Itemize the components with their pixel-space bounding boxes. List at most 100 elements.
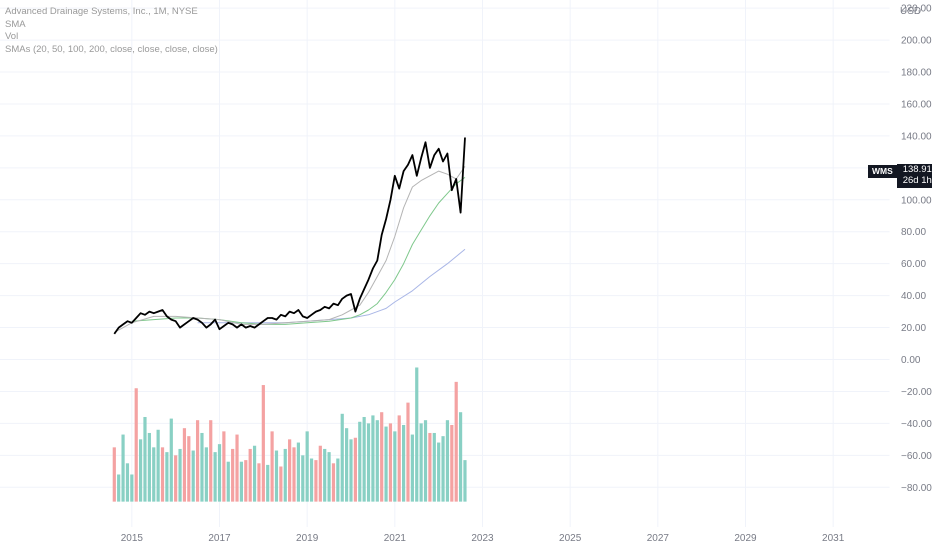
- price-tag-symbol: WMS: [868, 165, 897, 178]
- volume-bar: [187, 436, 191, 502]
- volume-bar: [217, 444, 222, 502]
- y-tick-label: −40.00: [901, 419, 932, 430]
- volume-bar: [239, 461, 244, 502]
- volume-bar: [152, 447, 156, 502]
- indicator-smas-label[interactable]: SMAs (20, 50, 100, 200, close, close, cl…: [5, 43, 218, 55]
- volume-bar: [432, 432, 436, 502]
- volume-bar: [423, 420, 428, 502]
- volume-bar: [222, 431, 226, 502]
- y-tick-label: 180.00: [901, 68, 932, 79]
- x-tick-label: 2029: [734, 533, 757, 544]
- volume-bar: [231, 448, 235, 502]
- volume-bar: [301, 455, 305, 502]
- x-tick-label: 2031: [822, 533, 845, 544]
- price-tag-value: 138.91: [902, 164, 932, 175]
- volume-bar: [235, 434, 239, 502]
- volume-bar: [252, 445, 257, 502]
- y-tick-label: 0.00: [901, 355, 921, 366]
- volume-bar: [463, 460, 467, 502]
- volume-bar: [327, 452, 331, 502]
- volume-bar: [393, 431, 397, 502]
- volume-bar: [353, 437, 357, 502]
- volume-bar: [117, 474, 121, 502]
- volume-bar: [419, 423, 423, 502]
- symbol-title[interactable]: Advanced Drainage Systems, Inc., 1M, NYS…: [5, 6, 198, 17]
- price-tag-value-box: 138.91 26d 1h: [896, 164, 932, 188]
- time-axis[interactable]: 2015 2017 2019 2021 2023 2025 2027 2029 2031: [121, 533, 845, 544]
- volume-bar: [178, 448, 182, 502]
- volume-bar: [165, 452, 169, 502]
- volume-bar: [366, 423, 371, 502]
- volume-bar: [204, 447, 208, 502]
- indicator-sma-label[interactable]: SMA: [5, 18, 26, 30]
- volume-bar: [112, 447, 116, 502]
- volume-bar: [270, 431, 274, 502]
- indicator-vol-label[interactable]: Vol: [5, 31, 19, 42]
- volume-bar: [437, 442, 441, 502]
- volume-bar: [226, 461, 230, 502]
- volume-bar: [182, 428, 187, 502]
- volume-bar: [402, 424, 406, 502]
- volume-bar: [454, 381, 458, 502]
- price-axis[interactable]: 220.00200.00180.00160.00140.00120.00100.…: [901, 4, 932, 494]
- volume-bar: [213, 452, 217, 502]
- volume-bar: [380, 412, 384, 502]
- volume-bar: [445, 420, 450, 502]
- volume-bars: [112, 367, 467, 502]
- volume-bar: [143, 416, 147, 502]
- x-tick-label: 2019: [296, 533, 319, 544]
- volume-bar: [331, 463, 336, 502]
- volume-bar: [169, 418, 173, 502]
- chart-grid: [0, 0, 890, 527]
- volume-bar: [244, 460, 248, 502]
- volume-bar: [410, 434, 414, 502]
- volume-bar: [415, 367, 419, 502]
- volume-bar: [296, 442, 300, 502]
- x-tick-label: 2021: [384, 533, 407, 544]
- volume-bar: [318, 445, 322, 502]
- volume-bar: [458, 412, 463, 502]
- volume-bar: [336, 458, 340, 502]
- volume-bar: [257, 463, 261, 502]
- series-line-price: [113, 137, 466, 335]
- volume-bar: [195, 420, 200, 502]
- volume-bar: [156, 429, 160, 502]
- x-tick-label: 2025: [559, 533, 582, 544]
- y-tick-label: −80.00: [901, 483, 932, 494]
- currency-label: USD: [900, 6, 921, 17]
- x-tick-label: 2017: [208, 533, 231, 544]
- volume-bar: [292, 447, 296, 502]
- y-tick-label: −60.00: [901, 451, 932, 462]
- volume-bar: [147, 432, 151, 502]
- volume-bar: [340, 413, 344, 502]
- series-line-sma20: [114, 166, 466, 333]
- volume-bar: [174, 455, 178, 502]
- volume-bar: [125, 463, 130, 502]
- price-tag-countdown: 26d 1h: [902, 175, 932, 186]
- volume-bar: [375, 420, 379, 502]
- last-price-tag: WMS 138.91 26d 1h: [868, 164, 932, 188]
- volume-bar: [139, 439, 143, 502]
- volume-bar: [134, 388, 138, 502]
- x-tick-label: 2023: [471, 533, 494, 544]
- volume-bar: [130, 474, 134, 502]
- series-line-sma100: [197, 248, 466, 324]
- volume-bar: [274, 450, 279, 502]
- y-tick-label: 100.00: [901, 195, 932, 206]
- volume-bar: [160, 447, 165, 502]
- y-tick-label: 220.00: [901, 4, 932, 15]
- volume-bar: [397, 415, 401, 502]
- volume-bar: [345, 428, 349, 502]
- volume-bar: [191, 450, 195, 502]
- volume-bar: [384, 426, 388, 502]
- volume-bar: [209, 420, 213, 502]
- x-tick-label: 2015: [121, 533, 144, 544]
- volume-bar: [406, 402, 410, 502]
- y-tick-label: −20.00: [901, 387, 932, 398]
- volume-bar: [283, 448, 287, 502]
- y-tick-label: 200.00: [901, 36, 932, 47]
- volume-bar: [358, 421, 362, 502]
- volume-bar: [288, 439, 292, 502]
- volume-bar: [441, 436, 445, 502]
